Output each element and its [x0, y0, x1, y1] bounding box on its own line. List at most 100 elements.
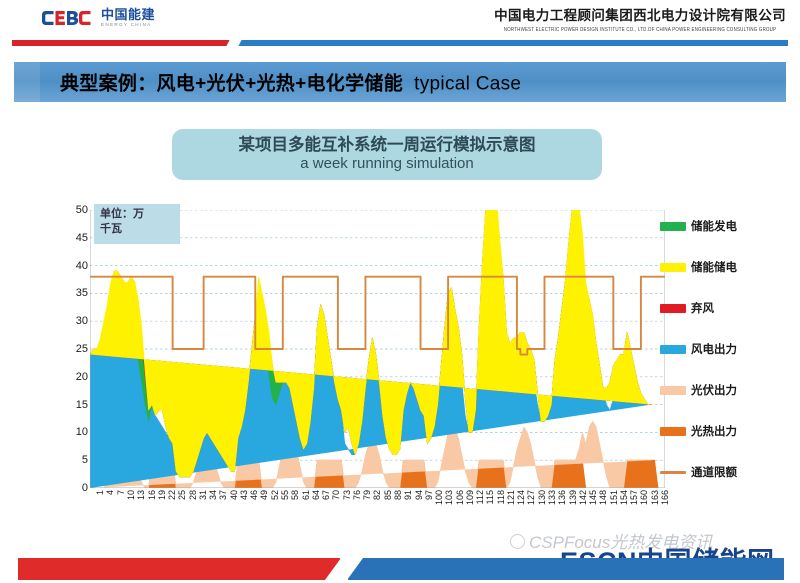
- y-tick-label: 25: [75, 343, 88, 355]
- chart-svg: [90, 210, 665, 488]
- y-tick-label: 15: [75, 398, 88, 411]
- x-tick-label: 76: [351, 490, 362, 501]
- organization-name: 中国电力工程顾问集团西北电力设计院有限公司 NORTHWEST ELECTRIC…: [494, 8, 786, 33]
- legend-label: 光伏出力: [691, 385, 737, 397]
- legend-item-1: 储能储电: [660, 259, 737, 275]
- x-tick-label: 109: [464, 490, 475, 506]
- chart-plot-area: [90, 210, 665, 488]
- x-tick-label: 133: [546, 490, 557, 506]
- page-title-en: typical Case: [414, 73, 522, 95]
- unit-line-2: 千瓦: [100, 222, 122, 235]
- legend-item-0: 储能发电: [660, 218, 737, 234]
- y-tick-label: 10: [75, 426, 88, 439]
- legend-swatch-icon: [660, 344, 686, 354]
- legend-label: 光热出力: [691, 426, 737, 438]
- logo-cn-text: 中国能建: [101, 7, 156, 22]
- x-tick-label: 106: [454, 490, 465, 506]
- x-tick-label: 157: [629, 490, 640, 506]
- y-tick-label: 35: [75, 287, 88, 300]
- x-tick-label: 103: [444, 490, 455, 506]
- x-tick-label: 49: [259, 490, 270, 501]
- x-tick-label: 55: [280, 490, 291, 501]
- x-tick-label: 73: [341, 490, 352, 501]
- y-tick-label: 45: [75, 231, 88, 244]
- x-tick-label: 115: [485, 490, 496, 505]
- energy-simulation-chart: 0 5 10 15 20 25 30 35 40 45 50 单位：万 千瓦 1 4 7 10 13 16 19…: [62, 196, 722, 508]
- x-tick-label: 79: [362, 490, 373, 501]
- y-tick-label: 5: [81, 454, 88, 467]
- slide-header: 中国能建 ENERGY CHINA 中国电力工程顾问集团西北电力设计院有限公司 …: [0, 0, 800, 42]
- x-tick-label: 31: [197, 490, 208, 501]
- legend-label: 通道限额: [691, 467, 737, 479]
- x-tick-label: 10: [126, 490, 136, 501]
- cspfocus-watermark: CSPFocus光热发电资讯: [510, 528, 712, 553]
- x-tick-label: 13: [136, 490, 147, 501]
- header-rule: [0, 40, 800, 46]
- chart-title-en: a week running simulation: [300, 155, 474, 173]
- x-tick-label: 85: [382, 490, 393, 501]
- x-tick-label: 43: [238, 490, 249, 501]
- x-tick-label: 154: [618, 490, 629, 506]
- y-tick-label: 50: [75, 204, 88, 216]
- org-cn-text: 中国电力工程顾问集团西北电力设计院有限公司: [494, 8, 786, 23]
- unit-label-box: 单位：万 千瓦: [94, 204, 180, 244]
- legend-swatch-icon: [660, 303, 686, 313]
- org-en-text: NORTHWEST ELECTRIC POWER DESIGN INSTITUT…: [503, 25, 777, 33]
- y-tick-label: 0: [81, 482, 88, 494]
- legend-item-6: 通道限额: [660, 464, 737, 480]
- x-tick-label: 34: [208, 490, 219, 501]
- chart-title-cn: 某项目多能互补系统一周运行模拟示意图: [238, 135, 536, 154]
- legend-swatch-icon: [660, 426, 686, 436]
- legend-swatch-icon: [660, 385, 686, 395]
- legend-item-5: 光热出力: [660, 423, 737, 439]
- legend-swatch-icon: [660, 470, 686, 474]
- x-tick-label: 94: [413, 490, 424, 501]
- cspfocus-avatar-icon: [510, 534, 525, 549]
- x-tick-label: 142: [577, 490, 588, 506]
- legend-label: 风电出力: [691, 344, 737, 356]
- x-tick-label: 124: [516, 490, 527, 506]
- x-tick-label: 1: [95, 490, 106, 496]
- header-rule-red: [12, 40, 234, 46]
- legend-item-4: 光伏出力: [660, 382, 737, 398]
- x-tick-label: 130: [536, 490, 547, 506]
- x-tick-label: 82: [372, 490, 383, 501]
- chart-legend: 储能发电储能储电弃风风电出力光伏出力光热出力通道限额: [660, 212, 800, 504]
- logo-en-text: ENERGY CHINA: [101, 22, 152, 27]
- company-logo: 中国能建 ENERGY CHINA: [42, 8, 155, 28]
- footer-bar-red: [18, 558, 340, 580]
- x-tick-label: 70: [331, 490, 342, 501]
- x-tick-label: 37: [218, 490, 229, 501]
- x-tick-label: 25: [177, 490, 188, 501]
- x-tick-label: 160: [639, 490, 650, 506]
- chart-title-pill: 某项目多能互补系统一周运行模拟示意图 a week running simula…: [172, 129, 602, 180]
- slide-footer: [0, 555, 800, 583]
- x-tick-label: 46: [249, 490, 260, 501]
- x-tick-label: 91: [403, 490, 414, 501]
- x-tick-label: 88: [392, 490, 403, 501]
- x-tick-label: 97: [423, 490, 434, 501]
- x-tick-label: 22: [167, 490, 178, 501]
- x-tick-label: 4: [105, 490, 116, 496]
- x-tick-label: 121: [505, 490, 516, 506]
- x-tick-label: 19: [156, 490, 167, 501]
- x-tick-label: 151: [608, 490, 619, 506]
- legend-item-2: 弃风: [660, 300, 714, 316]
- x-tick-label: 58: [290, 490, 301, 501]
- x-tick-label: 136: [557, 490, 568, 506]
- header-rule-blue: [234, 40, 788, 46]
- x-tick-label: 112: [475, 490, 486, 505]
- footer-bar-blue: [348, 558, 784, 580]
- legend-swatch-icon: [660, 221, 686, 231]
- title-bar-shade: [14, 62, 40, 102]
- x-tick-label: 100: [434, 490, 445, 506]
- legend-item-3: 风电出力: [660, 341, 737, 357]
- legend-label: 弃风: [691, 303, 714, 315]
- legend-label: 储能发电: [691, 221, 737, 233]
- page-title-cn: 典型案例：风电+光伏+光热+电化学储能: [60, 73, 403, 95]
- legend-swatch-icon: [660, 262, 686, 272]
- x-tick-label: 40: [228, 490, 239, 501]
- ceec-logo-icon: [42, 9, 96, 27]
- x-tick-label: 67: [321, 490, 332, 501]
